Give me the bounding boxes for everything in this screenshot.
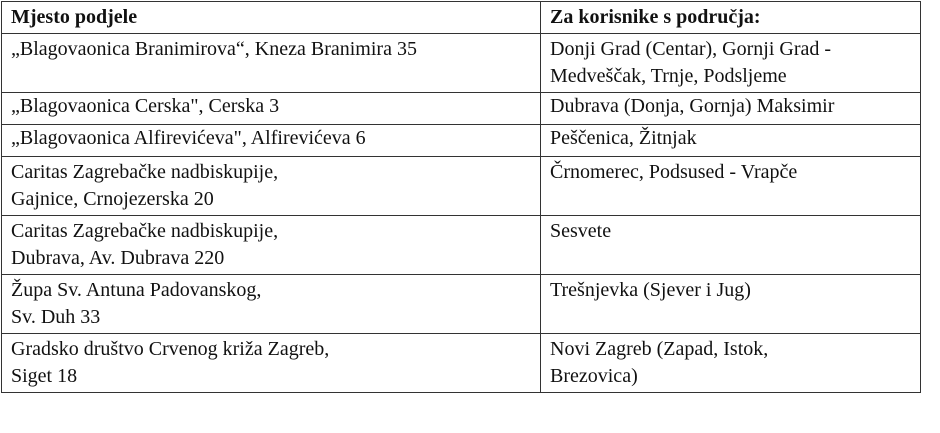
table-row: „Blagovaonica Cerska", Cerska 3 Dubrava (… (1, 92, 921, 125)
table-row: Caritas Zagrebačke nadbiskupije, Dubrava,… (1, 215, 921, 275)
table-row: Gradsko društvo Crvenog križa Zagreb, Sig… (1, 333, 921, 393)
area-cell-line: Črnomerec, Podsused - Vrapče (550, 161, 798, 183)
area-cell: Peščenica, Žitnjak (540, 124, 921, 157)
area-cell: Sesvete (540, 215, 921, 275)
header-location: Mjesto podjele (1, 1, 541, 34)
location-cell-line: Caritas Zagrebačke nadbiskupije, (11, 220, 279, 242)
area-cell-line: Donji Grad (Centar), Gornji Grad - (550, 38, 832, 60)
location-cell-line: Sv. Duh 33 (11, 306, 101, 328)
area-cell-line: Peščenica, Žitnjak (550, 127, 697, 149)
area-cell-line: Novi Zagreb (Zapad, Istok, (550, 338, 769, 360)
area-cell: Črnomerec, Podsused - Vrapče (540, 156, 921, 216)
location-cell-line: Gradsko društvo Crvenog križa Zagreb, (11, 338, 330, 360)
area-cell-line: Medveščak, Trnje, Podsljeme (550, 65, 787, 87)
location-cell: Gradsko društvo Crvenog križa Zagreb, Sig… (1, 333, 541, 393)
location-cell: Caritas Zagrebačke nadbiskupije, Dubrava,… (1, 215, 541, 275)
location-cell-line: Caritas Zagrebačke nadbiskupije, (11, 161, 279, 183)
location-cell: Župa Sv. Antuna Padovanskog, Sv. Duh 33 (1, 274, 541, 334)
location-cell: „Blagovaonica Cerska", Cerska 3 (1, 92, 541, 125)
area-cell: Donji Grad (Centar), Gornji Grad - Medveš… (540, 33, 921, 93)
area-cell: Novi Zagreb (Zapad, Istok, Brezovica) (540, 333, 921, 393)
header-row: Mjesto podjele Za korisnike s područja: (1, 1, 921, 34)
location-cell: Caritas Zagrebačke nadbiskupije, Gajnice,… (1, 156, 541, 216)
area-cell: Dubrava (Donja, Gornja) Maksimir (540, 92, 921, 125)
location-cell-line: „Blagovaonica Cerska", Cerska 3 (11, 95, 280, 117)
table-row: Župa Sv. Antuna Padovanskog, Sv. Duh 33 Tr… (1, 274, 921, 334)
location-cell: „Blagovaonica Alfirevićeva", Alfirevićev… (1, 124, 541, 157)
location-cell: „Blagovaonica Branimirova“, Kneza Branim… (1, 33, 541, 93)
area-cell-line: Dubrava (Donja, Gornja) Maksimir (550, 95, 835, 117)
header-area: Za korisnike s područja: (540, 1, 921, 34)
distribution-table: Mjesto podjele Za korisnike s područja: … (1, 1, 921, 393)
area-cell-line: Sesvete (550, 220, 612, 242)
location-cell-line: Dubrava, Av. Dubrava 220 (11, 247, 225, 269)
location-cell-line: Gajnice, Crnojezerska 20 (11, 188, 214, 210)
location-cell-line: „Blagovaonica Branimirova“, Kneza Branim… (11, 38, 417, 60)
location-cell-line: „Blagovaonica Alfirevićeva", Alfirevićev… (11, 127, 366, 149)
table-row: „Blagovaonica Alfirevićeva", Alfirevićev… (1, 124, 921, 157)
table-row: Caritas Zagrebačke nadbiskupije, Gajnice,… (1, 156, 921, 216)
area-cell: Trešnjevka (Sjever i Jug) (540, 274, 921, 334)
area-cell-line: Brezovica) (550, 365, 638, 387)
area-cell-line: Trešnjevka (Sjever i Jug) (550, 279, 751, 301)
location-cell-line: Župa Sv. Antuna Padovanskog, (11, 279, 262, 301)
location-cell-line: Siget 18 (11, 365, 78, 387)
table-row: „Blagovaonica Branimirova“, Kneza Branim… (1, 33, 921, 93)
